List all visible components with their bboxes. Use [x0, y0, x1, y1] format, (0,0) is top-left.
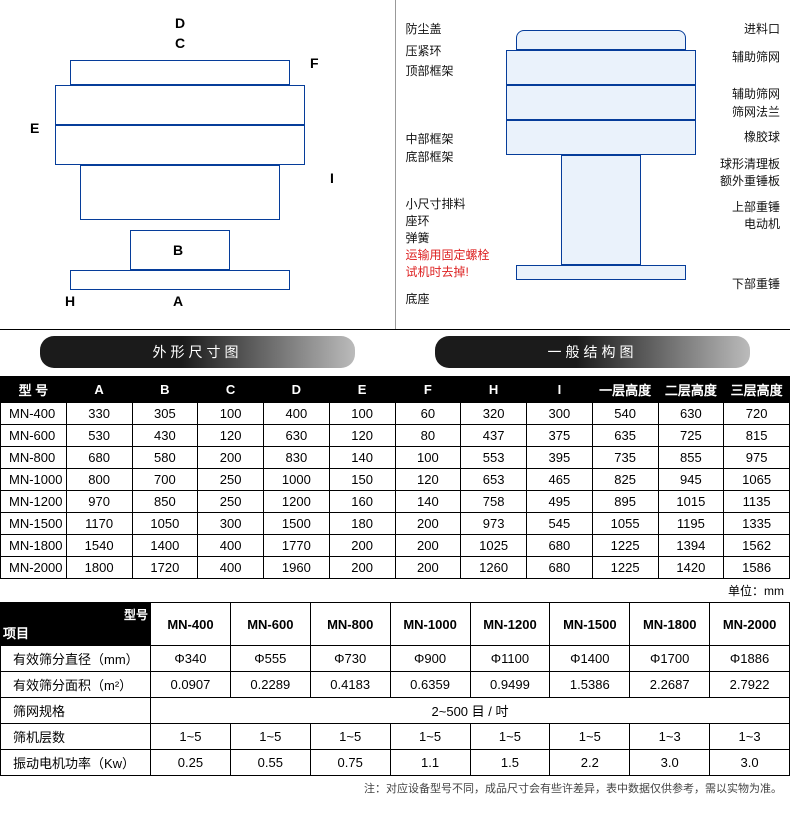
dim-F: F: [310, 55, 319, 71]
dim-C: C: [175, 35, 185, 51]
title-structure: 一般结构图: [435, 336, 750, 368]
t2-col: MN-600: [230, 603, 310, 646]
table-row: 筛机层数1~51~51~51~51~51~51~31~3: [1, 724, 790, 750]
table-row: MN-1500117010503001500180200973545105511…: [1, 513, 790, 535]
t1-header: F: [395, 377, 461, 403]
t2-col: MN-1800: [630, 603, 710, 646]
label-extraplate: 额外重锤板: [720, 172, 780, 189]
label-pressring: 压紧环: [406, 42, 442, 59]
t1-header: 三层高度: [724, 377, 790, 403]
label-rubberball: 橡胶球: [744, 128, 780, 145]
t1-header: 二层高度: [658, 377, 724, 403]
label-spring: 弹簧: [406, 229, 430, 246]
t1-header: A: [66, 377, 132, 403]
label-topframe: 顶部框架: [406, 62, 454, 79]
dim-A: A: [173, 293, 183, 309]
t1-header: C: [198, 377, 264, 403]
label-base: 底座: [406, 290, 430, 307]
table-row: 筛网规格2~500 目 / 吋: [1, 698, 790, 724]
t1-header: D: [264, 377, 330, 403]
t2-corner: 型号项目: [1, 603, 151, 646]
label-lowerweight: 下部重锤: [732, 275, 780, 292]
t2-col: MN-1500: [550, 603, 630, 646]
label-flange: 筛网法兰: [732, 103, 780, 120]
label-botframe: 底部框架: [406, 148, 454, 165]
t2-col: MN-1000: [390, 603, 470, 646]
t2-col: MN-2000: [710, 603, 790, 646]
t1-header: 一层高度: [592, 377, 658, 403]
label-transport-bolt: 运输用固定螺栓 试机时去掉!: [406, 246, 490, 280]
table-row: 有效筛分面积（m²）0.09070.22890.41830.63590.9499…: [1, 672, 790, 698]
table-row: MN-1200970850250120016014075849589510151…: [1, 491, 790, 513]
t1-header: I: [527, 377, 593, 403]
label-auxscreen1: 辅助筛网: [732, 48, 780, 65]
table-row: MN-2000180017204001960200200126068012251…: [1, 557, 790, 579]
dim-H: H: [65, 293, 75, 309]
label-midframe: 中部框架: [406, 130, 454, 147]
table-row: MN-1800154014004001770200200102568012251…: [1, 535, 790, 557]
table-row: MN-800680580200830140100553395735855975: [1, 447, 790, 469]
t1-header: 型 号: [1, 377, 67, 403]
t2-col: MN-1200: [470, 603, 550, 646]
table-row: 有效筛分直径（mm）Φ340Φ555Φ730Φ900Φ1100Φ1400Φ170…: [1, 646, 790, 672]
label-dustcover: 防尘盖: [406, 20, 442, 37]
t1-header: B: [132, 377, 198, 403]
label-auxscreen2: 辅助筛网: [732, 85, 780, 102]
dim-D: D: [175, 15, 185, 31]
label-cleanplate: 球形清理板: [720, 155, 780, 172]
t1-header: E: [329, 377, 395, 403]
title-dimension: 外形尺寸图: [40, 336, 355, 368]
table-row: MN-60053043012063012080437375635725815: [1, 425, 790, 447]
unit-note: 单位：mm: [0, 579, 790, 602]
label-inlet: 进料口: [744, 20, 780, 37]
table-row: MN-1000800700250100015012065346582594510…: [1, 469, 790, 491]
dim-I: I: [330, 170, 334, 186]
t2-col: MN-800: [310, 603, 390, 646]
structure-diagram: 防尘盖 压紧环 顶部框架 中部框架 底部框架 小尺寸排料 座环 弹簧 运输用固定…: [396, 0, 790, 329]
t1-header: H: [461, 377, 527, 403]
footnote: 注：对应设备型号不同，成品尺寸会有些许差异，表中数据仅供参考，需以实物为准。: [0, 776, 790, 800]
label-discharge: 小尺寸排料: [406, 195, 466, 212]
table-row: MN-40033030510040010060320300540630720: [1, 403, 790, 425]
spec-table: 型号项目MN-400MN-600MN-800MN-1000MN-1200MN-1…: [0, 602, 790, 776]
label-upperweight: 上部重锤: [732, 198, 780, 215]
label-motor: 电动机: [744, 215, 780, 232]
dimension-diagram: D C F E I B A H: [0, 0, 396, 329]
label-seating: 座环: [406, 212, 430, 229]
dim-E: E: [30, 120, 39, 136]
dim-B: B: [173, 242, 183, 258]
t2-col: MN-400: [151, 603, 231, 646]
dimensions-table: 型 号ABCDEFHI一层高度二层高度三层高度 MN-4003303051004…: [0, 376, 790, 579]
table-row: 振动电机功率（Kw）0.250.550.751.11.52.23.03.0: [1, 750, 790, 776]
